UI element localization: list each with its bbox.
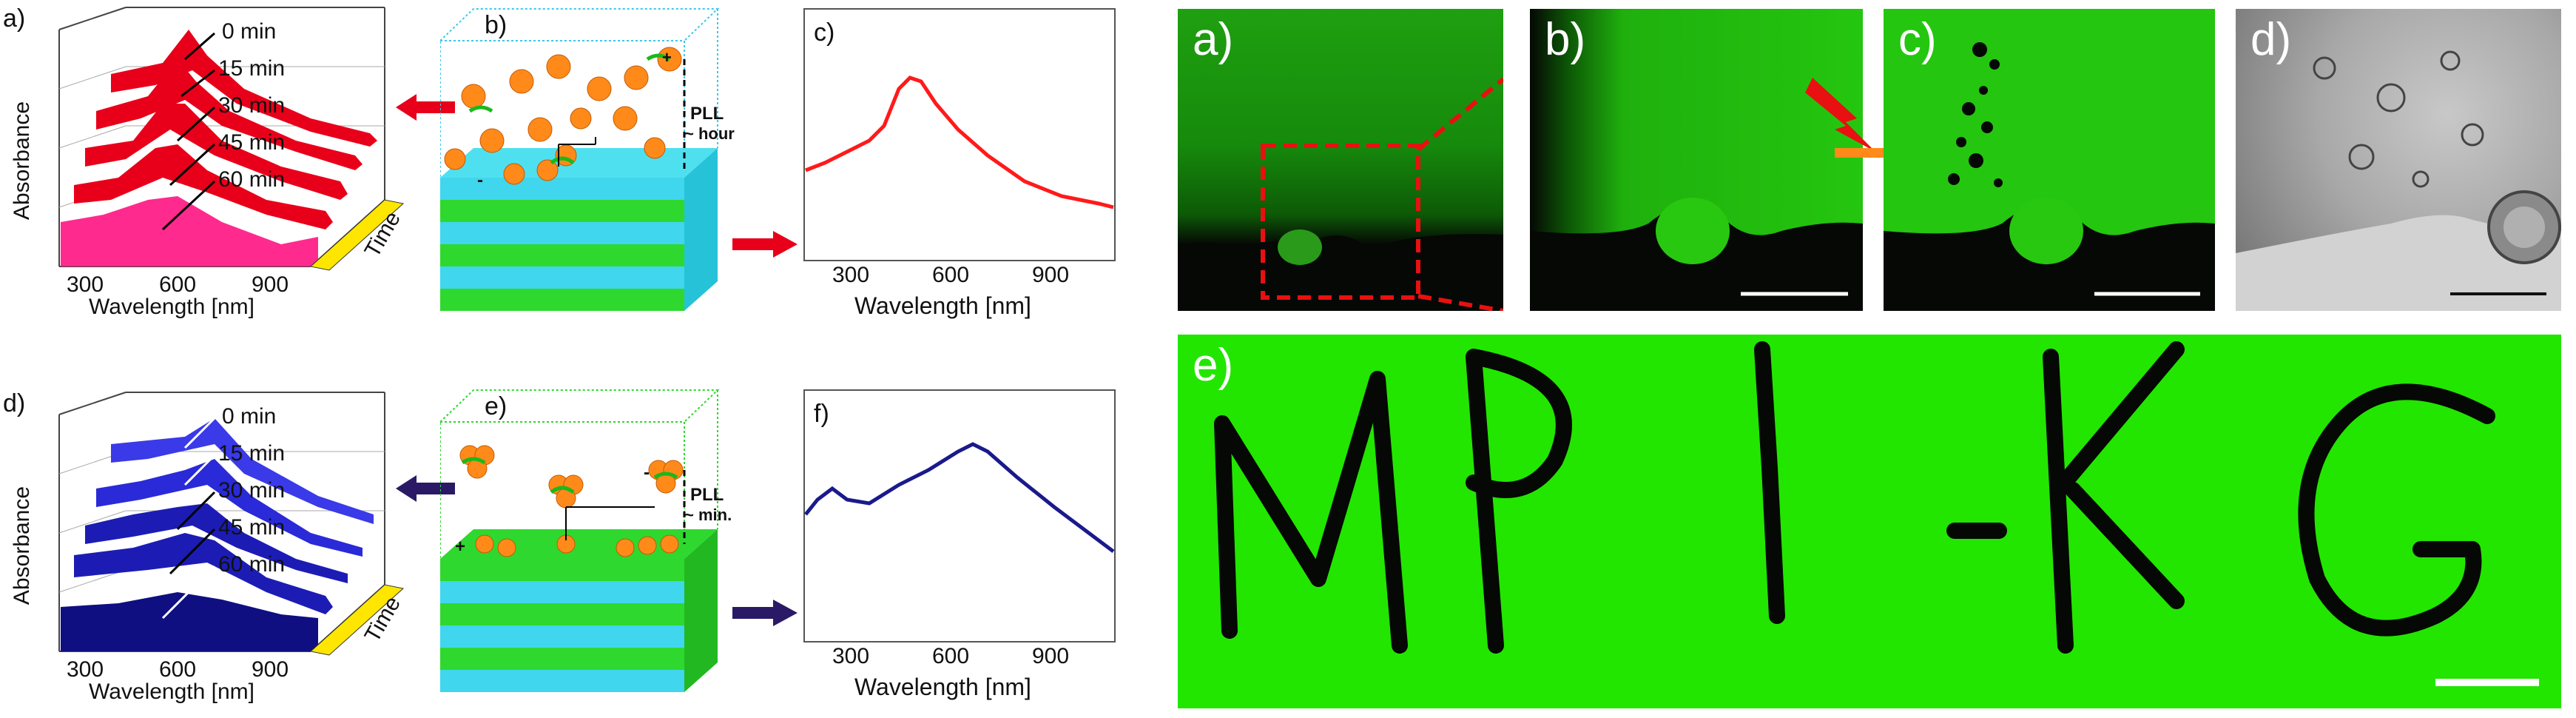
letter-i-stroke	[1754, 341, 1785, 624]
spectrum-15min	[96, 59, 363, 170]
panel-d-xlabel: Wavelength [nm]	[89, 680, 254, 704]
letter-p-stroke	[1466, 349, 1572, 654]
panel-b-schematic: b) PLL ~ hour - +	[439, 7, 736, 318]
panel-c-svg	[803, 8, 1116, 261]
panel-c-xtick-900: 900	[1032, 263, 1070, 287]
spectrum-d-30min	[85, 503, 348, 583]
time-d-label-30: 30 min	[218, 478, 286, 503]
panel-a-xtick-600: 600	[159, 272, 197, 297]
micro-panel-b: b)	[1530, 9, 1863, 311]
time-d-label-60: 60 min	[218, 552, 286, 577]
panel-a-ylabel: Absorbance	[10, 101, 34, 221]
spectrum-d-45min	[74, 533, 333, 614]
panel-f-svg	[803, 389, 1116, 642]
panel-f-xtick-600: 600	[932, 644, 970, 668]
spectrum-30min	[85, 104, 348, 200]
panel-a-svg	[58, 7, 405, 271]
spectrum-d-15min	[96, 459, 363, 557]
micro-c-label: c)	[1898, 14, 1937, 65]
micro-a-label: a)	[1193, 14, 1234, 65]
panel-e-charge-minus: -	[644, 463, 650, 483]
micro-panel-e: e)	[1178, 335, 2561, 708]
panel-f-xlabel: Wavelength [nm]	[854, 674, 1031, 700]
panel-f-xtick-300: 300	[832, 644, 870, 668]
time-d-label-45: 45 min	[218, 515, 286, 540]
arrow-b-to-c	[732, 231, 798, 258]
micro-panel-a: a)	[1178, 9, 1503, 311]
panel-c-spectrum: c) 300 600 900 Wavelength [nm]	[803, 7, 1136, 333]
arrow-b-to-a	[396, 94, 455, 121]
panel-b-charge-plus: +	[662, 48, 672, 67]
panel-c-xlabel: Wavelength [nm]	[854, 292, 1031, 319]
panel-e-schematic: e) PLL ~ min. + -	[439, 389, 736, 699]
time-d-label-15: 15 min	[218, 441, 286, 466]
time-label-0: 0 min	[222, 19, 277, 44]
panel-d-3d-spectra: d) 0 min 15 min 30 min 45 min 60 min Abs…	[0, 385, 414, 716]
letter-k-stroke	[2043, 341, 2185, 654]
time-label-60: 60 min	[218, 167, 286, 192]
time-label-15: 15 min	[218, 56, 286, 81]
panel-a-label: a)	[3, 4, 26, 33]
time-d-label-0: 0 min	[222, 404, 277, 429]
spectrum-d-0min	[111, 418, 374, 524]
panel-d-xtick-600: 600	[159, 657, 197, 682]
panel-f-label: f)	[814, 400, 829, 428]
time-label-30: 30 min	[218, 93, 286, 118]
panel-e-svg	[439, 389, 720, 692]
panel-f-spectrum: f) 300 600 900 Wavelength [nm]	[803, 389, 1136, 714]
panel-f-curve	[804, 442, 1115, 553]
panel-a-xlabel: Wavelength [nm]	[89, 295, 254, 319]
micro-b-overlay	[1530, 198, 1863, 311]
panel-a-xtick-900: 900	[252, 272, 289, 297]
panel-b-svg	[439, 8, 720, 311]
time-label-45: 45 min	[218, 130, 286, 155]
letter-g-stroke	[2298, 383, 2495, 637]
panel-c-xtick-600: 600	[932, 263, 970, 287]
panel-d-ylabel: Absorbance	[10, 486, 34, 605]
micro-panel-c: c)	[1884, 9, 2215, 311]
spectrum-d-60min	[61, 592, 318, 651]
panel-a-3d-spectra: a) 0 min 15 min 30 min 45 min 60 min Abs…	[0, 0, 414, 319]
spectrum-45min	[74, 144, 333, 229]
panel-d-svg	[58, 392, 405, 656]
spectrum-0min	[111, 30, 377, 147]
panel-e-label: e)	[485, 392, 508, 420]
arrow-e-to-d	[396, 475, 455, 502]
arrow-e-to-f	[732, 600, 798, 626]
panel-b-label: b)	[485, 11, 508, 39]
panel-e-time: ~ min.	[684, 506, 732, 524]
panel-d-label: d)	[3, 389, 26, 417]
panel-b-time: ~ hour	[684, 124, 735, 143]
panel-c-xtick-300: 300	[832, 263, 870, 287]
panel-e-pll: PLL	[690, 485, 724, 505]
micro-b-label: b)	[1545, 14, 1586, 65]
panel-c-curve	[805, 76, 1114, 209]
micro-c-overlay	[1884, 42, 2215, 311]
spectrum-60min	[61, 196, 318, 266]
panel-d-xtick-300: 300	[67, 657, 104, 682]
panel-f-xtick-900: 900	[1032, 644, 1070, 668]
panel-e-charge-plus: +	[455, 537, 466, 557]
micro-panel-d: d)	[2236, 9, 2561, 311]
micro-a-overlay	[1178, 77, 1503, 311]
micro-e-pattern	[1214, 341, 2539, 686]
letter-m-stroke	[1214, 371, 1408, 654]
panel-d-xtick-900: 900	[252, 657, 289, 682]
panel-b-charge-minus: -	[477, 170, 483, 190]
panel-c-label: c)	[814, 19, 835, 47]
micro-d-overlay	[2236, 50, 2561, 311]
panel-a-xtick-300: 300	[67, 272, 104, 297]
panel-b-pll: PLL	[690, 104, 724, 124]
micro-e-label: e)	[1193, 340, 1234, 391]
micro-d-label: d)	[2250, 14, 2292, 65]
